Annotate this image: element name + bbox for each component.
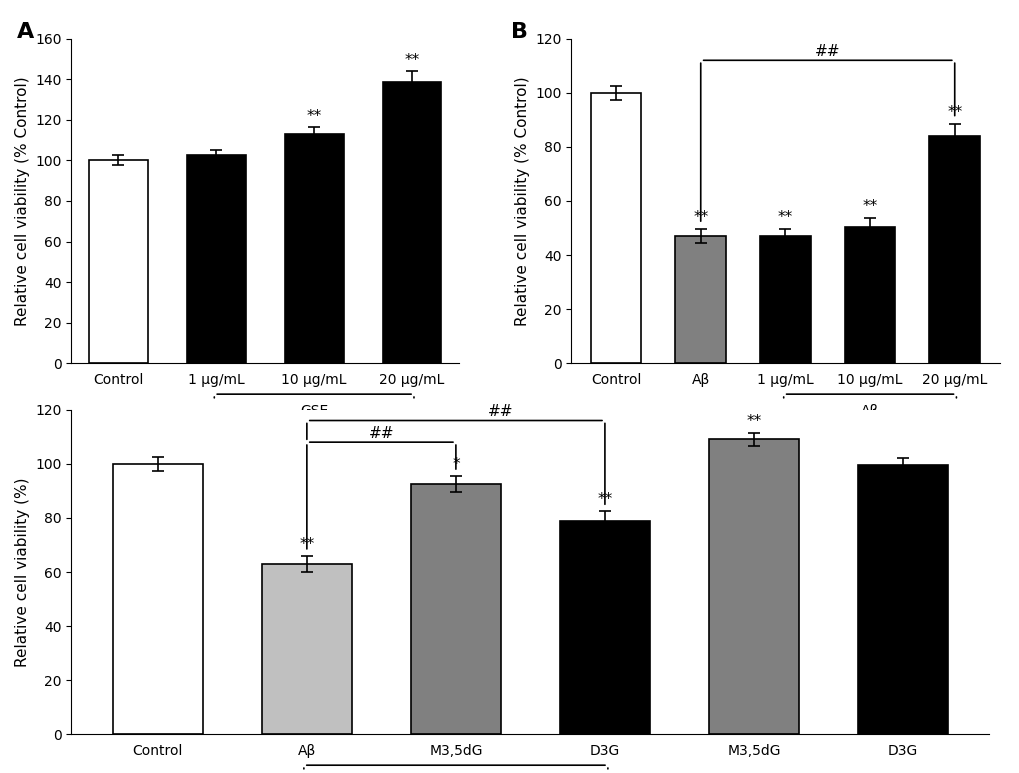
Text: B: B [511, 22, 528, 43]
Text: ##: ## [487, 404, 513, 419]
Bar [590, 93, 641, 363]
Bar [675, 237, 726, 363]
Bar [928, 136, 979, 363]
Bar [113, 464, 203, 734]
Bar [284, 134, 343, 363]
Text: **: ** [597, 492, 612, 507]
Text: ##: ## [368, 426, 393, 441]
Text: **: ** [404, 53, 419, 68]
Text: **: ** [307, 109, 321, 124]
Text: **: ** [947, 105, 961, 120]
Text: GSE: GSE [300, 404, 328, 418]
Bar [759, 237, 810, 363]
Bar [411, 484, 500, 734]
Bar [262, 564, 352, 734]
Text: **: ** [777, 209, 792, 224]
Y-axis label: Relative cell viability (% Control): Relative cell viability (% Control) [14, 77, 30, 325]
Text: **: ** [299, 536, 314, 552]
Bar [89, 161, 148, 363]
Bar [844, 226, 895, 363]
Bar [857, 465, 947, 734]
Y-axis label: Relative cell viability (% Control): Relative cell viability (% Control) [514, 77, 529, 325]
Text: ##: ## [814, 44, 840, 59]
Bar [708, 439, 798, 734]
Bar [559, 521, 649, 734]
Text: **: ** [746, 414, 761, 428]
Bar [186, 155, 246, 363]
Y-axis label: Relative cell viability (%): Relative cell viability (%) [14, 477, 30, 667]
Text: Aβ: Aβ [860, 404, 878, 418]
Text: **: ** [862, 199, 876, 214]
Text: *: * [451, 457, 460, 472]
Text: A: A [17, 22, 35, 43]
Text: **: ** [693, 210, 707, 226]
Bar [382, 82, 441, 363]
